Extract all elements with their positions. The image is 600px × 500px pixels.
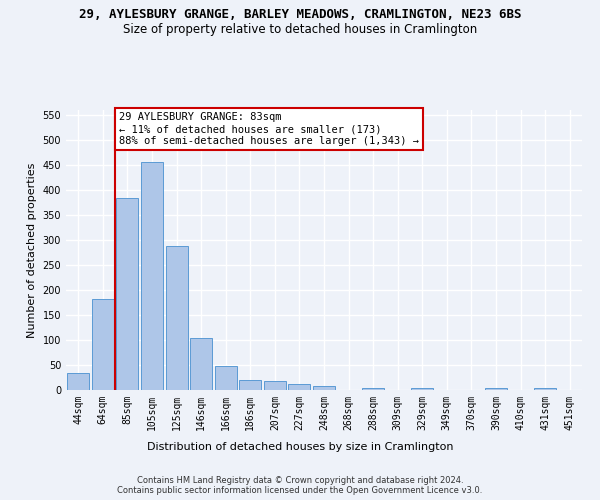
Bar	[67, 372, 89, 390]
Bar	[313, 386, 335, 390]
Bar	[264, 380, 286, 390]
Text: 29, AYLESBURY GRANGE, BARLEY MEADOWS, CRAMLINGTON, NE23 6BS: 29, AYLESBURY GRANGE, BARLEY MEADOWS, CR…	[79, 8, 521, 20]
Text: Contains HM Land Registry data © Crown copyright and database right 2024.
Contai: Contains HM Land Registry data © Crown c…	[118, 476, 482, 495]
Bar	[239, 380, 262, 390]
Bar	[92, 298, 114, 390]
Text: 29 AYLESBURY GRANGE: 83sqm
← 11% of detached houses are smaller (173)
88% of sem: 29 AYLESBURY GRANGE: 83sqm ← 11% of deta…	[119, 112, 419, 146]
Bar	[190, 338, 212, 390]
Bar	[166, 246, 188, 390]
Text: Distribution of detached houses by size in Cramlington: Distribution of detached houses by size …	[147, 442, 453, 452]
Y-axis label: Number of detached properties: Number of detached properties	[27, 162, 37, 338]
Bar	[116, 198, 139, 390]
Bar	[411, 388, 433, 390]
Bar	[485, 388, 507, 390]
Text: Size of property relative to detached houses in Cramlington: Size of property relative to detached ho…	[123, 22, 477, 36]
Bar	[289, 384, 310, 390]
Bar	[534, 388, 556, 390]
Bar	[215, 366, 237, 390]
Bar	[141, 162, 163, 390]
Bar	[362, 388, 384, 390]
